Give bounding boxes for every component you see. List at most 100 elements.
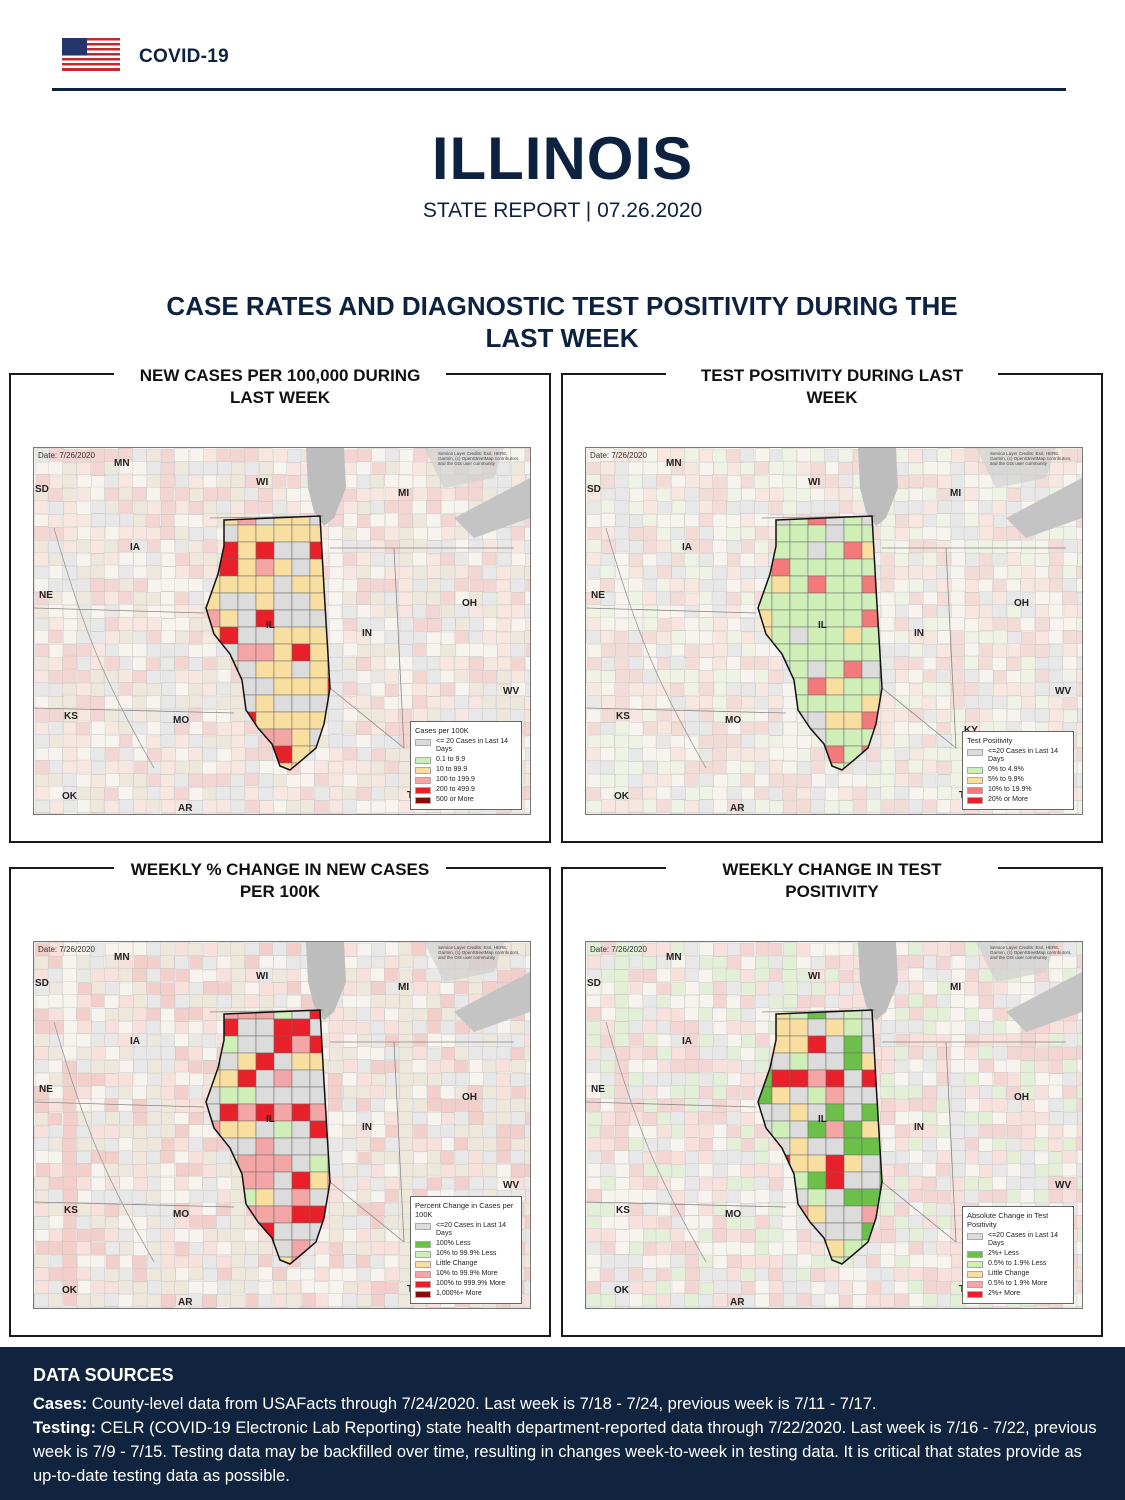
map-graphic	[586, 942, 1082, 1308]
legend-item: 200 to 499.9	[415, 786, 517, 794]
legend-item: 5% to 9.9%	[967, 776, 1069, 784]
map-date: Date: 7/26/2020	[38, 945, 95, 954]
county-map: Date: 7/26/2020 Service Layer Credits: Es…	[585, 941, 1083, 1309]
state-label-il: IL	[818, 1114, 827, 1125]
state-label-mo: MO	[173, 715, 190, 726]
legend-item: 0% to 4.9%	[967, 766, 1069, 774]
legend-label: 10% to 99.9% Less	[436, 1250, 497, 1257]
state-label-mo: MO	[725, 715, 742, 726]
legend-label: 2%+ Less	[988, 1250, 1019, 1257]
state-label-ok: OK	[614, 1285, 629, 1296]
cases-text: County-level data from USAFacts through …	[87, 1395, 877, 1413]
map-graphic	[34, 448, 530, 814]
state-label-ar: AR	[730, 1297, 745, 1308]
panel-title: WEEKLY CHANGE IN TEST POSITIVITY	[666, 855, 998, 907]
legend-swatch	[415, 797, 431, 804]
legend-item: 10% to 19.9%	[967, 786, 1069, 794]
state-label-ks: KS	[616, 711, 630, 722]
state-label-in: IN	[914, 1122, 924, 1133]
state-label-sd: SD	[35, 484, 49, 495]
map-legend: Test Positivity <=20 Cases in Last 14 Day…	[962, 731, 1074, 810]
legend-item: 10% to 99.9% More	[415, 1270, 517, 1278]
legend-label: <=20 Cases in Last 14 Days	[988, 748, 1059, 763]
map-date: Date: 7/26/2020	[590, 945, 647, 954]
map-graphic	[586, 448, 1082, 814]
legend-swatch	[415, 1251, 431, 1258]
legend-swatch	[415, 787, 431, 794]
legend-label: 2%+ More	[988, 1290, 1021, 1297]
legend-item: Little Change	[967, 1270, 1069, 1278]
state-label-ia: IA	[682, 542, 692, 553]
county-map: Date: 7/26/2020 Service Layer Credits: Es…	[33, 941, 531, 1309]
legend-title: Cases per 100K	[415, 726, 469, 735]
legend-swatch	[415, 1241, 431, 1248]
legend-swatch	[967, 1291, 983, 1298]
legend-swatch	[967, 749, 983, 756]
state-label-mn: MN	[114, 952, 130, 963]
legend-label: <=20 Cases in Last 14 Days	[436, 1222, 507, 1237]
state-label-wv: WV	[503, 686, 520, 697]
state-label-ne: NE	[39, 590, 53, 601]
legend-swatch	[967, 1233, 983, 1240]
legend-label: 0.5% to 1.9% More	[988, 1280, 1048, 1287]
map-panel-2: TEST POSITIVITY DURING LAST WEEK Date: 7/…	[561, 361, 1103, 843]
map-legend: Percent Change in Cases per 100K <=20 Cas…	[410, 1196, 522, 1304]
legend-swatch	[415, 1223, 431, 1230]
state-label-wi: WI	[256, 477, 269, 488]
legend-item: 2%+ Less	[967, 1250, 1069, 1258]
state-label-oh: OH	[462, 1092, 477, 1103]
legend-swatch	[967, 777, 983, 784]
map-credit: Service Layer Credits: Esri, HERE, Garmi…	[438, 945, 520, 960]
report-header: COVID-19	[0, 0, 1125, 95]
legend-label: 500 or More	[436, 796, 474, 803]
legend-label: 5% to 9.9%	[988, 776, 1024, 783]
map-panel-4: WEEKLY CHANGE IN TEST POSITIVITY Date: 7/…	[561, 855, 1103, 1337]
legend-label: Little Change	[988, 1270, 1030, 1277]
legend-item: 20% or More	[967, 796, 1069, 804]
state-label-mn: MN	[114, 458, 130, 469]
state-label-ar: AR	[178, 1297, 193, 1308]
header-divider	[52, 88, 1066, 91]
legend-label: 10% to 99.9% More	[436, 1270, 498, 1277]
legend-item: Little Change	[415, 1260, 517, 1268]
state-label-ky: KY	[964, 725, 978, 736]
state-label-ia: IA	[130, 1036, 140, 1047]
state-label-ar: AR	[730, 803, 745, 814]
legend-item: 100 to 199.9	[415, 776, 517, 784]
map-legend: Cases per 100K <= 20 Cases in Last 14 Day…	[410, 721, 522, 810]
legend-item: <= 20 Cases in Last 14 Days	[415, 738, 517, 754]
state-label-wv: WV	[1055, 1180, 1072, 1191]
legend-label: Little Change	[436, 1260, 478, 1267]
map-credit: Service Layer Credits: Esri, HERE, Garmi…	[990, 945, 1072, 960]
map-panel-3: WEEKLY % CHANGE IN NEW CASES PER 100K Dat…	[9, 855, 551, 1337]
legend-swatch	[967, 1261, 983, 1268]
state-label-sd: SD	[587, 484, 601, 495]
state-label-in: IN	[914, 628, 924, 639]
state-label-ok: OK	[62, 791, 77, 802]
legend-swatch	[415, 1261, 431, 1268]
footer-text: Cases: County-level data from USAFacts t…	[33, 1392, 1098, 1488]
state-label-wv: WV	[503, 1180, 520, 1191]
state-label-mi: MI	[950, 488, 962, 499]
state-label-sd: SD	[587, 978, 601, 989]
legend-item: <=20 Cases in Last 14 Days	[967, 748, 1069, 764]
state-label-ks: KS	[64, 1205, 78, 1216]
state-label-ar: AR	[178, 803, 193, 814]
legend-item: 0.5% to 1.9% More	[967, 1280, 1069, 1288]
legend-item: 10% to 99.9% Less	[415, 1250, 517, 1258]
cases-source: Cases: County-level data from USAFacts t…	[33, 1392, 1098, 1416]
data-sources-footer: DATA SOURCES Cases: County-level data fr…	[0, 1347, 1125, 1500]
legend-item: <=20 Cases in Last 14 Days	[415, 1222, 517, 1238]
state-label-il: IL	[266, 620, 275, 631]
cases-label: Cases:	[33, 1395, 88, 1413]
state-label-oh: OH	[462, 598, 477, 609]
footer-title: DATA SOURCES	[33, 1365, 174, 1385]
map-date: Date: 7/26/2020	[38, 451, 95, 460]
legend-swatch	[415, 739, 431, 746]
legend-label: 0.5% to 1.9% Less	[988, 1260, 1047, 1267]
legend-swatch	[967, 1281, 983, 1288]
legend-item: 2%+ More	[967, 1290, 1069, 1298]
legend-label: 10% to 19.9%	[988, 786, 1032, 793]
state-label-mn: MN	[666, 952, 682, 963]
state-label-mo: MO	[173, 1209, 190, 1220]
